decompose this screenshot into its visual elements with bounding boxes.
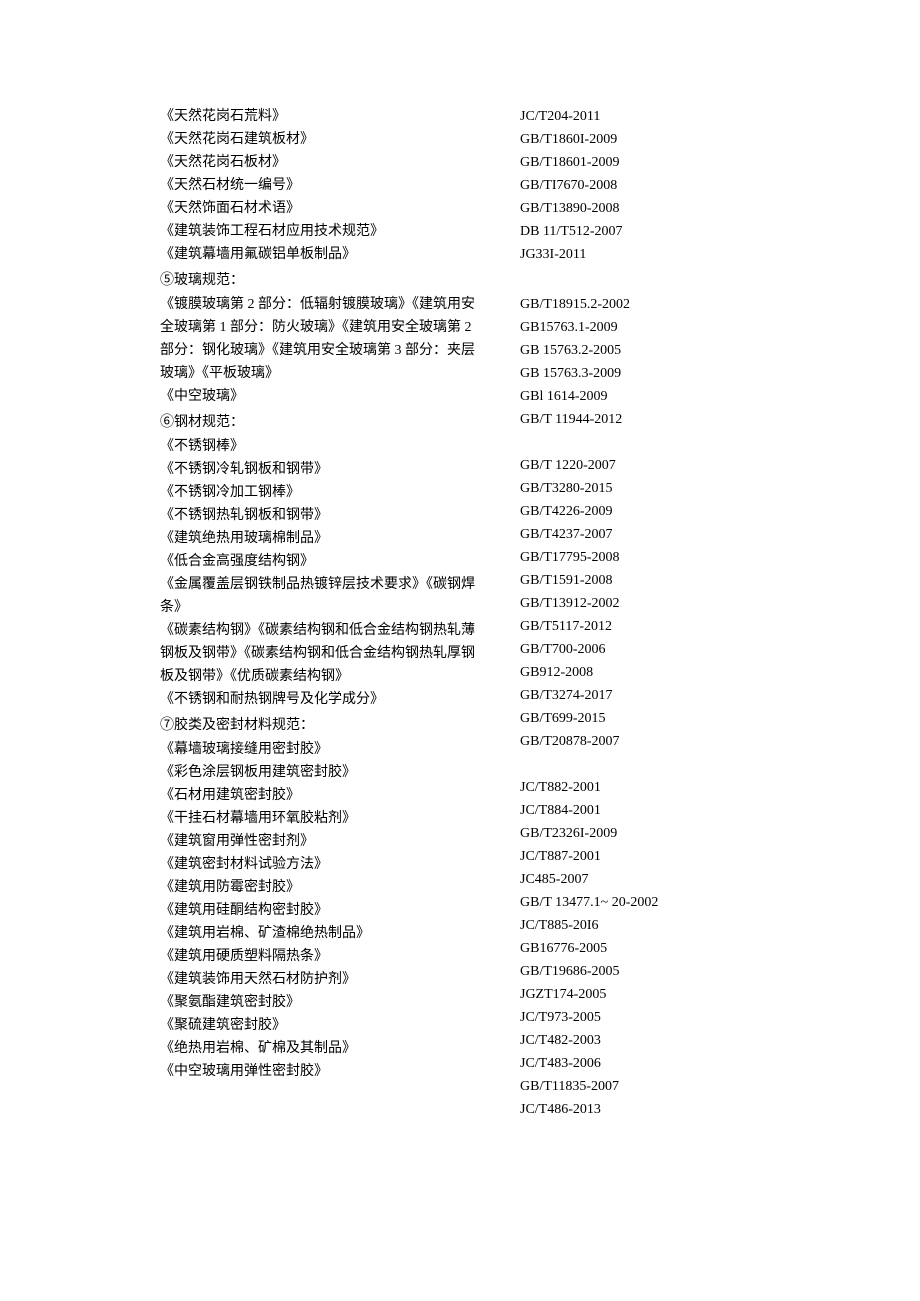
left-line: ⑤玻璃规范： xyxy=(160,266,510,293)
right-line: GB/T700-2006 xyxy=(520,638,790,661)
right-line: JC/T482-2003 xyxy=(520,1029,790,1052)
right-line xyxy=(520,266,790,293)
left-line: 《聚氨酯建筑密封胶》 xyxy=(160,991,510,1014)
right-line: JC/T973-2005 xyxy=(520,1006,790,1029)
left-line: 《建筑窗用弹性密封剂》 xyxy=(160,830,510,853)
right-line: GB/T13912-2002 xyxy=(520,592,790,615)
left-line: 《中空玻璃》 xyxy=(160,385,510,408)
left-line: 《天然花岗石建筑板材》 xyxy=(160,128,510,151)
right-line: JC/T887-2001 xyxy=(520,845,790,868)
right-line: GBl 1614-2009 xyxy=(520,385,790,408)
left-line: 《聚硫建筑密封胶》 xyxy=(160,1014,510,1037)
left-line: 《不锈钢热轧钢板和钢带》 xyxy=(160,504,510,527)
two-column-layout: 《天然花岗石荒料》《天然花岗石建筑板材》《天然花岗石板材》《天然石材统一编号》《… xyxy=(160,105,790,1121)
left-line: 板及钢带》《优质碳素结构钢》 xyxy=(160,665,510,688)
right-line: GB/T 1220-2007 xyxy=(520,454,790,477)
right-line: GB/T20878-2007 xyxy=(520,730,790,753)
right-line: GB 15763.3-2009 xyxy=(520,362,790,385)
right-line: GB/T11835-2007 xyxy=(520,1075,790,1098)
right-line: GB/T3274-2017 xyxy=(520,684,790,707)
left-line: 《天然饰面石材术语》 xyxy=(160,197,510,220)
right-line: GB/T18601-2009 xyxy=(520,151,790,174)
right-line: GB 15763.2-2005 xyxy=(520,339,790,362)
left-line: 《中空玻璃用弹性密封胶》 xyxy=(160,1060,510,1083)
right-line: JC485-2007 xyxy=(520,868,790,891)
right-line xyxy=(520,753,790,776)
right-line: GB/T699-2015 xyxy=(520,707,790,730)
left-line: 《天然花岗石板材》 xyxy=(160,151,510,174)
right-line: GB/T1591-2008 xyxy=(520,569,790,592)
right-line: GB/T17795-2008 xyxy=(520,546,790,569)
left-line: ⑦胶类及密封材料规范： xyxy=(160,711,510,738)
left-line: 《建筑密封材料试验方法》 xyxy=(160,853,510,876)
right-line: JC/T204-2011 xyxy=(520,105,790,128)
left-line: 《幕墙玻璃接缝用密封胶》 xyxy=(160,738,510,761)
left-line: 《建筑幕墙用氟碳铝单板制品》 xyxy=(160,243,510,266)
right-line: GB16776-2005 xyxy=(520,937,790,960)
left-line: 《不锈钢棒》 xyxy=(160,435,510,458)
right-line: GB912-2008 xyxy=(520,661,790,684)
left-line: 《彩色涂层钢板用建筑密封胶》 xyxy=(160,761,510,784)
left-line: 《金属覆盖层钢铁制品热镀锌层技术要求》《碳钢焊 xyxy=(160,573,510,596)
left-line: 《建筑装饰用天然石材防护剂》 xyxy=(160,968,510,991)
right-line: GB/T2326I-2009 xyxy=(520,822,790,845)
left-line: 部分：钢化玻璃》《建筑用安全玻璃第 3 部分：夹层 xyxy=(160,339,510,362)
right-line: JC/T483-2006 xyxy=(520,1052,790,1075)
left-line: 《绝热用岩棉、矿棉及其制品》 xyxy=(160,1037,510,1060)
left-line: 钢板及钢带》《碳素结构钢和低合金结构钢热轧厚钢 xyxy=(160,642,510,665)
left-line: 玻璃》《平板玻璃》 xyxy=(160,362,510,385)
right-line: JG33I-2011 xyxy=(520,243,790,266)
right-line: GB/T18915.2-2002 xyxy=(520,293,790,316)
right-line: GB/T4237-2007 xyxy=(520,523,790,546)
right-line: GB/TI7670-2008 xyxy=(520,174,790,197)
right-line: JGZT174-2005 xyxy=(520,983,790,1006)
right-line: GB/T19686-2005 xyxy=(520,960,790,983)
left-line: 《天然花岗石荒料》 xyxy=(160,105,510,128)
left-line: 《建筑用硬质塑料隔热条》 xyxy=(160,945,510,968)
left-line: 《建筑用硅酮结构密封胶》 xyxy=(160,899,510,922)
standards-title-column: 《天然花岗石荒料》《天然花岗石建筑板材》《天然花岗石板材》《天然石材统一编号》《… xyxy=(160,105,510,1083)
right-line: JC/T885-20I6 xyxy=(520,914,790,937)
right-line: GB/T13890-2008 xyxy=(520,197,790,220)
right-line: JC/T884-2001 xyxy=(520,799,790,822)
right-line xyxy=(520,431,790,454)
left-line: 《不锈钢冷轧钢板和钢带》 xyxy=(160,458,510,481)
left-line: ⑥钢材规范： xyxy=(160,408,510,435)
left-line: 条》 xyxy=(160,596,510,619)
left-line: 《低合金高强度结构钢》 xyxy=(160,550,510,573)
document-page: 《天然花岗石荒料》《天然花岗石建筑板材》《天然花岗石板材》《天然石材统一编号》《… xyxy=(0,0,920,1181)
right-line: JC/T882-2001 xyxy=(520,776,790,799)
right-line: GB/T4226-2009 xyxy=(520,500,790,523)
left-line: 《石材用建筑密封胶》 xyxy=(160,784,510,807)
right-line: GB/T5117-2012 xyxy=(520,615,790,638)
left-line: 《建筑绝热用玻璃棉制品》 xyxy=(160,527,510,550)
left-line: 《建筑用岩棉、矿渣棉绝热制品》 xyxy=(160,922,510,945)
right-line: GB/T1860I-2009 xyxy=(520,128,790,151)
right-line: GB/T3280-2015 xyxy=(520,477,790,500)
left-line: 全玻璃第 1 部分：防火玻璃》《建筑用安全玻璃第 2 xyxy=(160,316,510,339)
left-line: 《干挂石材幕墙用环氧胶粘剂》 xyxy=(160,807,510,830)
standards-code-column: JC/T204-2011GB/T1860I-2009GB/T18601-2009… xyxy=(510,105,790,1121)
left-line: 《不锈钢冷加工钢棒》 xyxy=(160,481,510,504)
left-line: 《天然石材统一编号》 xyxy=(160,174,510,197)
left-line: 《碳素结构钢》《碳素结构钢和低合金结构钢热轧薄 xyxy=(160,619,510,642)
right-line: JC/T486-2013 xyxy=(520,1098,790,1121)
right-line: GB15763.1-2009 xyxy=(520,316,790,339)
left-line: 《不锈钢和耐热钢牌号及化学成分》 xyxy=(160,688,510,711)
left-line: 《镀膜玻璃第 2 部分：低辐射镀膜玻璃》《建筑用安 xyxy=(160,293,510,316)
left-line: 《建筑装饰工程石材应用技术规范》 xyxy=(160,220,510,243)
right-line: GB/T 11944-2012 xyxy=(520,408,790,431)
right-line: DB 11/T512-2007 xyxy=(520,220,790,243)
right-line: GB/T 13477.1~ 20-2002 xyxy=(520,891,790,914)
left-line: 《建筑用防霉密封胶》 xyxy=(160,876,510,899)
